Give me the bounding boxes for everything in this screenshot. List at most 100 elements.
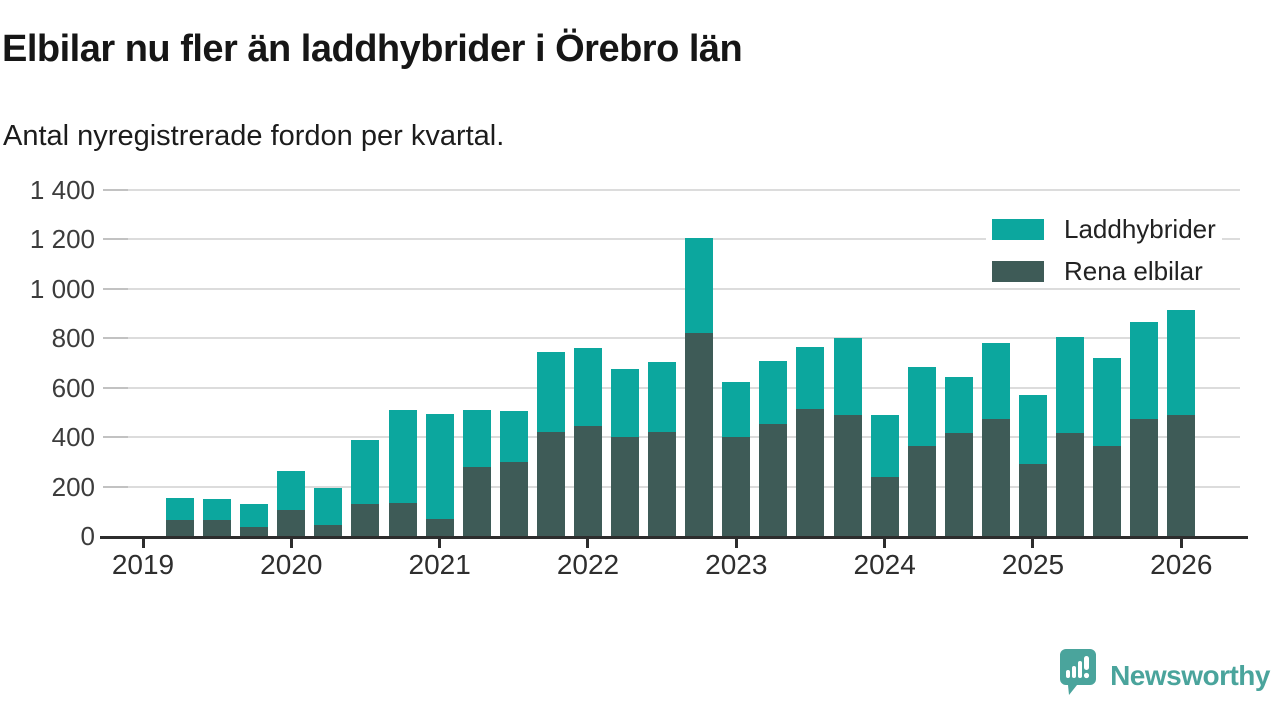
y-axis-label: 600 [51,372,95,403]
bar-2023Q3-laddhybrider [796,346,825,409]
bar-2021Q4-rena-elbilar [536,432,565,536]
bar-2023Q2-laddhybrider [759,360,788,424]
bar-2026Q1-laddhybrider [1167,309,1196,415]
bar-2024Q1-laddhybrider [870,414,899,477]
legend-item-laddhybrider: Laddhybrider [986,212,1222,246]
bar-2020Q1-laddhybrider [277,470,306,511]
gridline-1200 [110,238,1240,241]
legend-label: Laddhybrider [1064,214,1216,244]
bar-2023Q3-rena-elbilar [796,408,825,536]
x-axis-label: 2026 [1150,549,1213,580]
bar-2019Q2-laddhybrider [166,497,195,520]
bar-2025Q3-rena-elbilar [1093,445,1122,536]
bar-2023Q2-rena-elbilar [759,423,788,536]
y-axis-label: 0 [80,521,95,551]
bar-2024Q3-rena-elbilar [944,433,973,536]
x-axis-tick [883,539,887,548]
bar-2022Q2-rena-elbilar [611,437,640,536]
legend: Laddhybrider Rena elbilar [986,212,1222,288]
bar-2025Q3-laddhybrider [1093,358,1122,446]
bar-2024Q3-laddhybrider [944,376,973,434]
x-axis-tick [1031,539,1035,548]
x-axis-tick [289,539,293,548]
gridline-1400 [110,189,1240,191]
bar-2024Q1-rena-elbilar [870,476,899,536]
bar-2022Q4-rena-elbilar [685,333,714,536]
bar-2019Q2-rena-elbilar [166,519,195,536]
legend-item-rena-elbilar: Rena elbilar [986,254,1222,288]
y-axis-label: 400 [51,422,95,453]
bar-2024Q4-rena-elbilar [981,418,1010,536]
bar-2025Q4-rena-elbilar [1130,418,1159,536]
bar-2022Q2-laddhybrider [611,369,640,438]
x-axis-label: 2019 [111,549,175,580]
y-axis-label: 1 200 [29,224,95,255]
bar-2025Q4-laddhybrider [1130,322,1159,419]
bar-2025Q2-rena-elbilar [1056,433,1085,536]
bar-2026Q1-rena-elbilar [1167,414,1196,536]
bar-2022Q3-rena-elbilar [648,432,677,536]
bar-2023Q4-laddhybrider [833,338,862,415]
legend-label: Rena elbilar [1064,256,1203,286]
x-axis-tick [734,539,738,548]
newsworthy-bubble-chart-icon [1058,648,1097,703]
bar-2022Q1-laddhybrider [573,348,602,426]
bar-2025Q2-laddhybrider [1056,337,1085,434]
brand-name: Newsworthy [1110,659,1270,691]
y-axis-label: 800 [51,323,95,354]
bar-2022Q1-rena-elbilar [573,426,602,536]
bar-2025Q1-rena-elbilar [1018,464,1047,536]
bar-2020Q2-laddhybrider [314,487,343,525]
bar-2020Q3-laddhybrider [351,439,380,504]
bar-2024Q2-rena-elbilar [907,445,936,536]
gridline-1000 [110,287,1240,290]
bar-2019Q3-laddhybrider [203,498,232,520]
bar-2020Q2-rena-elbilar [314,524,343,536]
bar-2020Q4-rena-elbilar [388,502,417,536]
x-axis-tick [141,539,145,548]
newsworthy-logo: Newsworthy [1058,648,1270,703]
bar-2025Q1-laddhybrider [1018,395,1047,465]
rena-elbilar-swatch-icon [992,260,1044,282]
x-axis-label: 2024 [853,549,916,580]
x-axis-tick [586,539,590,548]
bar-2021Q4-laddhybrider [536,351,565,433]
y-axis-tick [103,337,128,340]
bar-2020Q1-rena-elbilar [277,510,306,536]
chart-title: Elbilar nu fler än laddhybrider i Örebro… [2,28,743,70]
x-axis-label: 2023 [705,549,768,580]
bar-2021Q1-rena-elbilar [425,518,454,536]
laddhybrider-swatch-icon [992,218,1044,240]
y-axis-tick [103,287,128,290]
gridline-800 [110,337,1240,340]
y-axis-tick [103,436,128,439]
bar-2023Q1-rena-elbilar [722,437,751,536]
bar-2020Q4-laddhybrider [388,409,417,503]
bar-2020Q3-rena-elbilar [351,503,380,536]
bar-2021Q2-rena-elbilar [462,466,491,536]
chart-subtitle: Antal nyregistrerade fordon per kvartal. [3,120,505,152]
bar-2021Q3-rena-elbilar [499,461,528,536]
y-axis-label: 1 000 [29,273,95,304]
y-axis-tick [103,238,128,241]
x-axis-label: 2022 [556,549,620,580]
x-axis-label: 2020 [260,549,323,580]
bar-2021Q2-laddhybrider [462,409,491,467]
bar-2021Q3-laddhybrider [499,411,528,462]
x-axis-label: 2021 [408,549,471,580]
bar-2024Q4-laddhybrider [981,343,1010,419]
bar-2019Q4-laddhybrider [240,503,269,528]
y-axis-label: 200 [51,471,95,502]
x-axis-label: 2025 [1001,549,1065,580]
y-axis-tick [103,386,128,389]
x-axis-tick [1179,539,1183,548]
bar-2021Q1-laddhybrider [425,413,454,519]
y-axis-tick [103,485,128,488]
bar-2023Q1-laddhybrider [722,381,751,438]
bar-2024Q2-laddhybrider [907,366,936,446]
bar-2022Q3-laddhybrider [648,361,677,433]
bar-2023Q4-rena-elbilar [833,414,862,536]
bar-2019Q4-rena-elbilar [240,527,269,536]
